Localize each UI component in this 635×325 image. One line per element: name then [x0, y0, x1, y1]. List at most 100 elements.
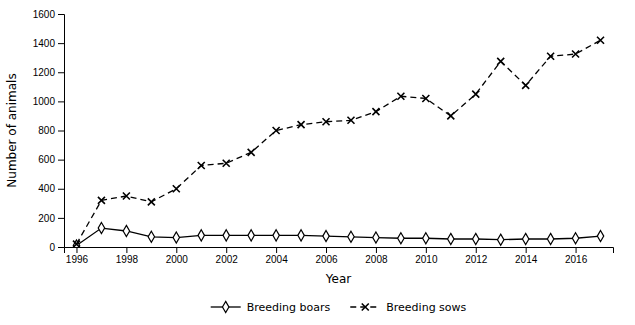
tick-mark: [176, 247, 177, 253]
marker-shape: [273, 230, 279, 241]
tick: 2012: [465, 247, 488, 265]
marker-shape: [73, 241, 80, 247]
marker-shape: [547, 233, 553, 244]
point: [198, 230, 204, 241]
tick-mark: [58, 247, 64, 248]
tick: 2016: [565, 247, 588, 265]
marker-shape: [123, 225, 129, 236]
point: [398, 233, 404, 244]
point: [98, 222, 104, 233]
tick-mark: [76, 247, 77, 253]
legend-label: Breeding sows: [386, 301, 466, 314]
marker-shape: [198, 230, 204, 241]
point: [223, 160, 230, 167]
tick-mark: [426, 247, 427, 253]
point: [323, 118, 330, 125]
marker-shape: [522, 82, 529, 89]
point: [73, 241, 80, 247]
tick-mark: [58, 72, 64, 73]
tick-label: 600: [38, 154, 55, 165]
tick-label: 1000: [33, 96, 56, 107]
tick-label: 2012: [465, 254, 488, 265]
point: [73, 240, 79, 247]
point: [397, 93, 404, 100]
tick: 400: [38, 183, 64, 194]
marker-shape: [448, 233, 454, 244]
point: [572, 233, 578, 244]
axis-line: [65, 248, 614, 254]
tick-label: 1996: [66, 254, 89, 265]
point: [298, 121, 305, 128]
tick-label: 2014: [515, 254, 538, 265]
marker-shape: [223, 160, 230, 167]
tick-label: 2000: [166, 254, 189, 265]
marker-shape: [98, 222, 104, 233]
point: [547, 53, 554, 60]
line: [76, 228, 600, 245]
point: [547, 233, 553, 244]
marker-shape: [273, 127, 280, 134]
tick-mark: [126, 247, 127, 253]
marker-shape: [173, 232, 179, 243]
plot: 1996199820002002200420062008201020122014…: [33, 9, 614, 265]
tick-mark: [58, 160, 64, 161]
point: [448, 233, 454, 244]
tick-label: 2010: [415, 254, 438, 265]
point: [473, 233, 479, 244]
point: [423, 233, 429, 244]
tick-mark: [58, 189, 64, 190]
marker-shape: [347, 117, 354, 124]
chart: 1996199820002002200420062008201020122014…: [0, 0, 635, 325]
marker-shape: [73, 240, 79, 247]
point: [323, 230, 329, 241]
marker-shape: [372, 108, 379, 115]
point: [173, 232, 179, 243]
point: [298, 230, 304, 241]
tick: 1000: [33, 96, 64, 107]
point: [123, 225, 129, 236]
marker-shape: [472, 91, 479, 98]
tick-mark: [226, 247, 227, 253]
point: [273, 127, 280, 134]
tick-label: 2008: [365, 254, 388, 265]
legend: Breeding boars Breeding sows: [211, 301, 467, 314]
marker-shape: [497, 58, 504, 65]
marker-shape: [473, 233, 479, 244]
marker-shape: [572, 233, 578, 244]
line: [76, 40, 600, 244]
point: [497, 234, 503, 245]
legend-item: Breeding boars: [211, 301, 331, 314]
tick-mark: [476, 247, 477, 253]
marker-shape: [422, 95, 429, 102]
tick-label: 2006: [315, 254, 338, 265]
tick: 1998: [116, 247, 139, 265]
marker-shape: [223, 230, 229, 241]
tick: 2008: [365, 247, 388, 265]
marker-shape: [198, 162, 205, 169]
tick-mark: [576, 247, 577, 253]
point: [223, 230, 229, 241]
marker-shape: [547, 53, 554, 60]
tick-mark: [58, 101, 64, 102]
point: [447, 112, 454, 119]
point: [198, 162, 205, 169]
point: [572, 51, 579, 58]
point: [173, 185, 180, 192]
marker-shape: [222, 301, 228, 312]
y-axis-title: Number of animals: [5, 73, 19, 187]
tick-label: 2002: [216, 254, 239, 265]
tick-mark: [326, 247, 327, 253]
tick-mark: [58, 131, 64, 132]
y-axis: 02004006008001000120014001600: [33, 9, 65, 253]
tick-mark: [58, 14, 64, 15]
x-axis: 1996199820002002200420062008201020122014…: [65, 247, 614, 265]
tick-label: 1400: [33, 38, 56, 49]
point: [98, 197, 105, 204]
tick: 0: [49, 242, 64, 253]
tick-label: 1998: [116, 254, 139, 265]
axis-line: [58, 15, 65, 248]
tick-label: 800: [38, 125, 55, 136]
marker-shape: [597, 230, 603, 241]
legend-label: Breeding boars: [247, 301, 331, 314]
point: [472, 91, 479, 98]
